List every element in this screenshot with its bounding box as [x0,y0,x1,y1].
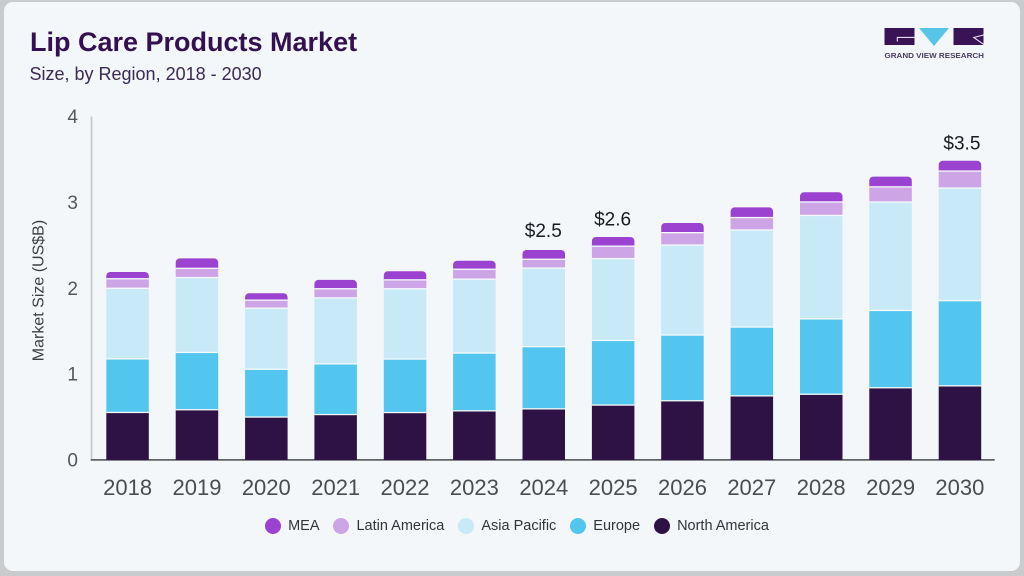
svg-text:2019: 2019 [173,475,222,500]
svg-text:2: 2 [67,279,78,300]
svg-text:$2.6: $2.6 [594,210,631,231]
svg-text:Market Size (US$B): Market Size (US$B) [31,220,48,361]
svg-text:$2.5: $2.5 [525,221,562,242]
svg-text:4: 4 [67,107,78,128]
svg-text:2025: 2025 [589,475,638,500]
svg-text:GRAND VIEW RESEARCH: GRAND VIEW RESEARCH [885,51,985,60]
svg-text:2022: 2022 [381,475,430,500]
svg-text:2028: 2028 [797,475,846,500]
svg-text:2024: 2024 [519,475,568,500]
svg-text:2021: 2021 [311,475,360,500]
svg-text:3: 3 [67,193,78,214]
svg-text:2030: 2030 [935,475,984,500]
svg-text:Lip Care Products Market: Lip Care Products Market [30,27,357,57]
svg-text:2026: 2026 [658,475,707,500]
svg-text:2027: 2027 [727,475,776,500]
svg-text:0: 0 [67,451,78,472]
svg-text:1: 1 [67,365,78,386]
svg-text:2023: 2023 [450,475,499,500]
svg-text:2029: 2029 [866,475,915,500]
svg-text:2018: 2018 [103,475,152,500]
svg-text:2020: 2020 [242,475,291,500]
svg-text:$3.5: $3.5 [943,134,980,155]
svg-text:Size, by Region, 2018 - 2030: Size, by Region, 2018 - 2030 [30,64,262,84]
